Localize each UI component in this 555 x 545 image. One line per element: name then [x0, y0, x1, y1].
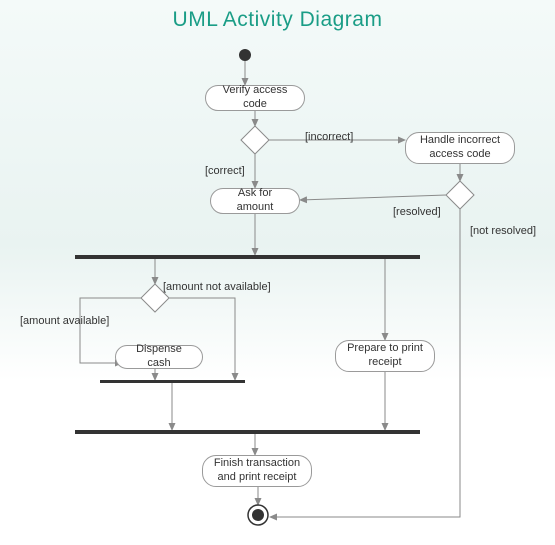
activity-ask-for-amount: Ask for amount: [210, 188, 300, 214]
edge-label-incorrect: [incorrect]: [305, 131, 353, 143]
edge-label-amount-available: [amount available]: [20, 315, 109, 327]
activity-finish-transaction: Finish transaction and print receipt: [202, 455, 312, 487]
activity-verify-access-code: Verify access code: [205, 85, 305, 111]
edge-label-correct: [correct]: [205, 165, 245, 177]
edge-label-not-resolved: [not resolved]: [470, 225, 536, 237]
edge-label-resolved: [resolved]: [393, 206, 441, 218]
activity-prepare-print: Prepare to print receipt: [335, 340, 435, 372]
activity-handle-incorrect: Handle incorrect access code: [405, 132, 515, 164]
activity-dispense-cash: Dispense cash: [115, 345, 203, 369]
edge-label-amount-not-available: [amount not available]: [163, 281, 271, 293]
